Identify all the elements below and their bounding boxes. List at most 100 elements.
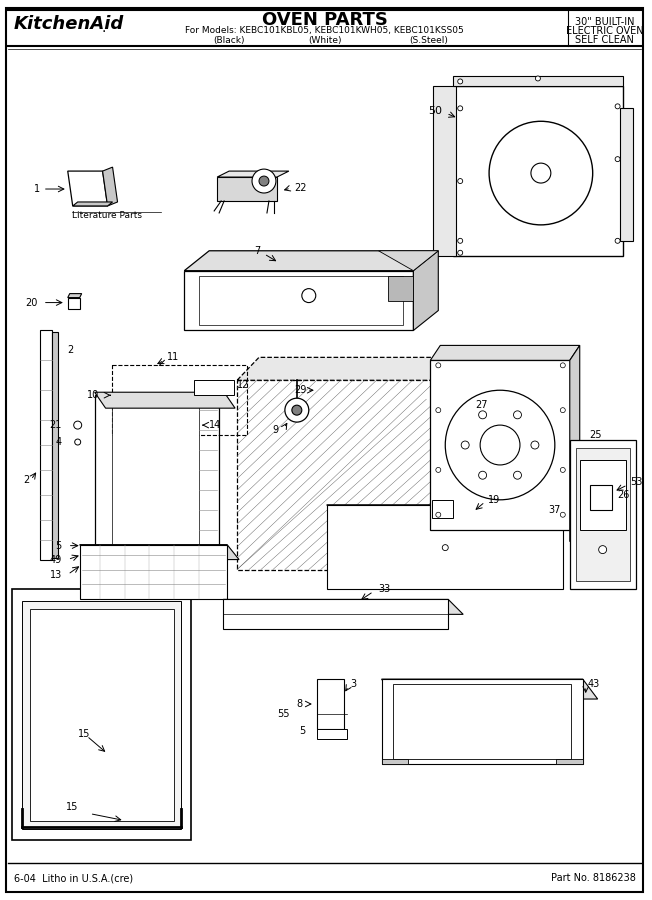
Circle shape — [74, 421, 82, 429]
Circle shape — [479, 472, 486, 479]
Polygon shape — [570, 346, 580, 542]
Circle shape — [480, 425, 520, 465]
Text: 13: 13 — [50, 570, 62, 580]
Circle shape — [599, 545, 606, 554]
Text: (White): (White) — [308, 36, 342, 45]
Circle shape — [458, 250, 463, 256]
Text: 15: 15 — [66, 802, 78, 812]
Circle shape — [442, 544, 449, 551]
Text: 27: 27 — [475, 400, 488, 410]
Circle shape — [445, 391, 555, 500]
Polygon shape — [430, 360, 570, 530]
Text: 30" BUILT-IN: 30" BUILT-IN — [575, 17, 634, 27]
Circle shape — [531, 441, 539, 449]
Polygon shape — [432, 500, 453, 518]
Text: 4: 4 — [55, 437, 62, 447]
Text: 21: 21 — [50, 420, 62, 430]
Circle shape — [531, 163, 551, 183]
Polygon shape — [68, 293, 82, 298]
Text: 26: 26 — [617, 490, 630, 500]
Circle shape — [514, 410, 522, 419]
Polygon shape — [619, 108, 632, 241]
Circle shape — [436, 363, 441, 368]
Circle shape — [461, 441, 469, 449]
Polygon shape — [237, 381, 466, 570]
Text: Literature Parts: Literature Parts — [72, 211, 141, 220]
Circle shape — [302, 289, 316, 302]
Text: 2: 2 — [68, 346, 74, 356]
Text: 29: 29 — [294, 385, 306, 395]
Circle shape — [560, 467, 565, 472]
Circle shape — [458, 238, 463, 243]
Text: Part No. 8186238: Part No. 8186238 — [551, 873, 636, 883]
Polygon shape — [52, 332, 58, 558]
Circle shape — [285, 398, 309, 422]
Text: 53: 53 — [630, 477, 643, 487]
Text: 8: 8 — [297, 699, 303, 709]
Polygon shape — [317, 729, 347, 739]
Text: 22: 22 — [294, 183, 306, 193]
Text: 37: 37 — [548, 505, 560, 515]
Text: 50: 50 — [428, 106, 442, 116]
Polygon shape — [556, 759, 583, 764]
Circle shape — [436, 408, 441, 412]
Polygon shape — [381, 680, 583, 764]
Circle shape — [259, 176, 269, 186]
Circle shape — [514, 472, 522, 479]
Polygon shape — [576, 448, 630, 581]
Text: 1: 1 — [34, 184, 40, 194]
Text: OVEN PARTS: OVEN PARTS — [262, 11, 388, 29]
Circle shape — [535, 76, 541, 81]
Text: 9: 9 — [273, 425, 279, 435]
Polygon shape — [379, 251, 438, 271]
Text: 3: 3 — [351, 680, 357, 689]
Polygon shape — [12, 590, 191, 841]
Text: 14: 14 — [209, 420, 222, 430]
Text: 12: 12 — [237, 381, 250, 391]
Circle shape — [479, 410, 486, 419]
Polygon shape — [413, 251, 438, 330]
Circle shape — [615, 238, 620, 243]
Text: 20: 20 — [25, 298, 37, 308]
Text: (Black): (Black) — [213, 36, 245, 45]
Polygon shape — [95, 392, 235, 409]
Polygon shape — [223, 599, 449, 629]
Polygon shape — [111, 402, 200, 588]
Text: 11: 11 — [168, 353, 179, 363]
Text: 33: 33 — [379, 584, 391, 595]
Text: 10: 10 — [87, 391, 100, 401]
Circle shape — [615, 157, 620, 162]
Circle shape — [458, 106, 463, 111]
Circle shape — [252, 169, 276, 193]
Text: (S.Steel): (S.Steel) — [409, 36, 448, 45]
Text: 19: 19 — [488, 495, 500, 505]
Polygon shape — [381, 680, 598, 699]
Text: .: . — [102, 21, 106, 34]
Polygon shape — [80, 544, 239, 560]
Polygon shape — [237, 357, 488, 381]
Circle shape — [560, 408, 565, 412]
Text: 15: 15 — [78, 729, 90, 739]
Circle shape — [560, 512, 565, 517]
Text: For Models: KEBC101KBL05, KEBC101KWH05, KEBC101KSS05: For Models: KEBC101KBL05, KEBC101KWH05, … — [185, 26, 464, 35]
Circle shape — [292, 405, 302, 415]
Text: 55: 55 — [277, 709, 289, 719]
Text: 6-04  Litho in U.S.A.(cre): 6-04 Litho in U.S.A.(cre) — [14, 873, 133, 883]
Polygon shape — [589, 485, 612, 509]
Polygon shape — [217, 171, 289, 177]
Polygon shape — [317, 680, 344, 729]
Text: SELF CLEAN: SELF CLEAN — [575, 34, 634, 45]
Polygon shape — [30, 609, 174, 821]
Circle shape — [436, 512, 441, 517]
Circle shape — [75, 439, 81, 445]
Polygon shape — [68, 298, 80, 309]
Text: KitchenAid: KitchenAid — [14, 14, 124, 32]
Polygon shape — [434, 86, 456, 256]
Polygon shape — [223, 599, 463, 615]
Polygon shape — [381, 759, 408, 764]
Polygon shape — [40, 330, 52, 560]
Polygon shape — [22, 601, 181, 829]
Circle shape — [458, 79, 463, 84]
Polygon shape — [327, 505, 563, 590]
Polygon shape — [389, 275, 413, 301]
